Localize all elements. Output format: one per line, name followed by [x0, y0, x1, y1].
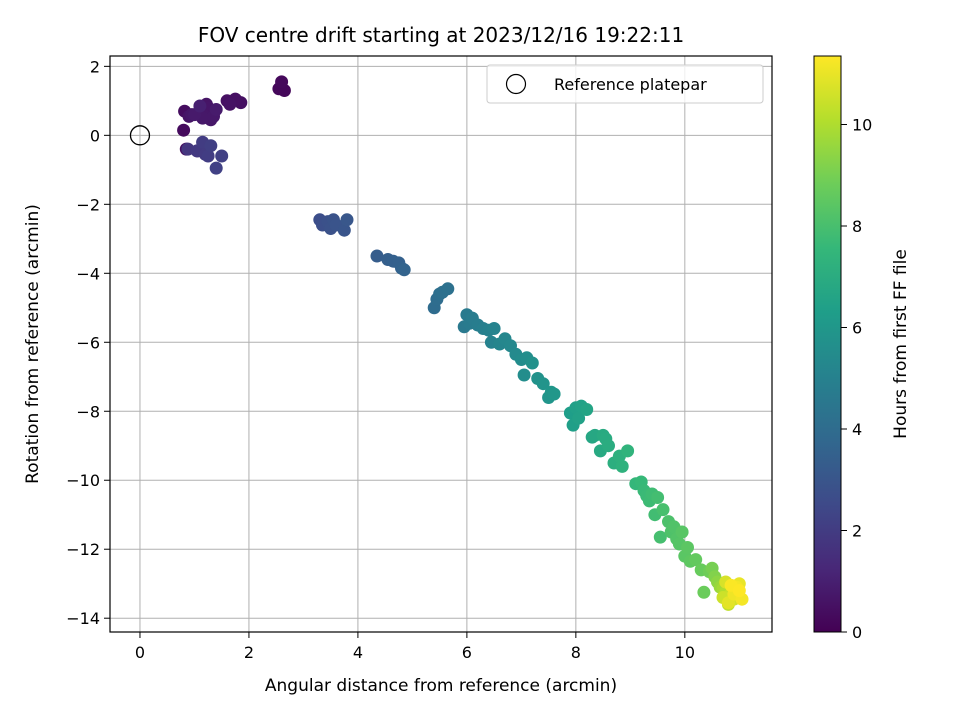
data-point — [177, 123, 191, 137]
colorbar-tick-label: 2 — [852, 522, 862, 541]
data-point — [397, 263, 411, 277]
colorbar-ticks: 0 2 4 6 8 10 — [841, 116, 872, 642]
colorbar-gradient — [813, 55, 842, 633]
data-point — [615, 459, 629, 473]
x-tick-label: 10 — [675, 643, 695, 662]
colorbar-tick-label: 8 — [852, 217, 862, 236]
x-tick-label: 8 — [571, 643, 581, 662]
data-point — [602, 439, 615, 453]
y-tick-label: 2 — [90, 57, 100, 76]
data-point — [275, 75, 289, 89]
axis-ticks: 0 2 4 6 8 10 2 0 −2 −4 −6 −8 −10 −12 −14 — [66, 57, 695, 662]
y-axis-label: Rotation from reference (arcmin) — [23, 204, 43, 484]
data-point — [675, 525, 689, 539]
data-point — [580, 403, 594, 416]
data-point — [651, 491, 665, 504]
data-point — [697, 585, 711, 599]
data-point — [536, 377, 550, 391]
y-tick-label: −14 — [66, 609, 100, 628]
data-point — [487, 322, 501, 335]
scatter-points — [177, 75, 749, 611]
x-tick-label: 6 — [462, 643, 472, 662]
data-point — [204, 139, 218, 153]
chart-title: FOV centre drift starting at 2023/12/16 … — [198, 23, 684, 47]
x-tick-label: 4 — [353, 643, 363, 662]
data-point — [653, 530, 667, 544]
data-point — [525, 356, 539, 370]
colorbar-label: Hours from first FF file — [891, 249, 911, 439]
data-point — [656, 503, 670, 517]
data-point — [732, 584, 746, 598]
data-point — [547, 387, 561, 401]
data-point — [193, 99, 207, 113]
data-point — [209, 103, 223, 116]
data-point — [337, 223, 351, 237]
reference-marker — [129, 125, 151, 146]
colorbar-tick-label: 0 — [852, 623, 862, 642]
data-point — [223, 97, 237, 111]
y-tick-label: −10 — [66, 471, 100, 490]
legend: Reference platepar — [486, 64, 764, 104]
colorbar-tick-label: 6 — [852, 319, 862, 338]
reference-point — [129, 125, 151, 146]
grid-lines — [110, 56, 772, 632]
data-point — [681, 541, 694, 554]
y-tick-label: 0 — [90, 126, 100, 145]
colorbar-tick-label: 4 — [852, 420, 862, 439]
data-point — [572, 411, 586, 425]
colorbar: 0 2 4 6 8 10 Hours from first FF file — [813, 55, 911, 642]
data-point — [689, 553, 703, 567]
data-point — [201, 149, 215, 163]
legend-box — [486, 64, 764, 104]
y-tick-label: −4 — [76, 264, 100, 283]
x-tick-label: 2 — [244, 643, 254, 662]
data-point — [517, 368, 531, 382]
data-point — [215, 149, 229, 163]
data-point — [340, 213, 354, 227]
data-point — [441, 282, 455, 296]
y-tick-label: −8 — [76, 402, 100, 421]
x-axis-label: Angular distance from reference (arcmin) — [265, 676, 617, 696]
data-point — [209, 161, 223, 175]
legend-entry: Reference platepar — [554, 75, 707, 94]
legend-marker — [505, 73, 527, 95]
x-tick-label: 0 — [135, 643, 145, 662]
data-point — [370, 249, 384, 263]
colorbar-tick-label: 10 — [852, 116, 872, 135]
y-tick-label: −6 — [76, 333, 100, 352]
y-tick-label: −2 — [76, 195, 100, 214]
plot-frame — [109, 55, 773, 633]
data-point — [621, 444, 635, 458]
y-tick-label: −12 — [66, 540, 100, 559]
